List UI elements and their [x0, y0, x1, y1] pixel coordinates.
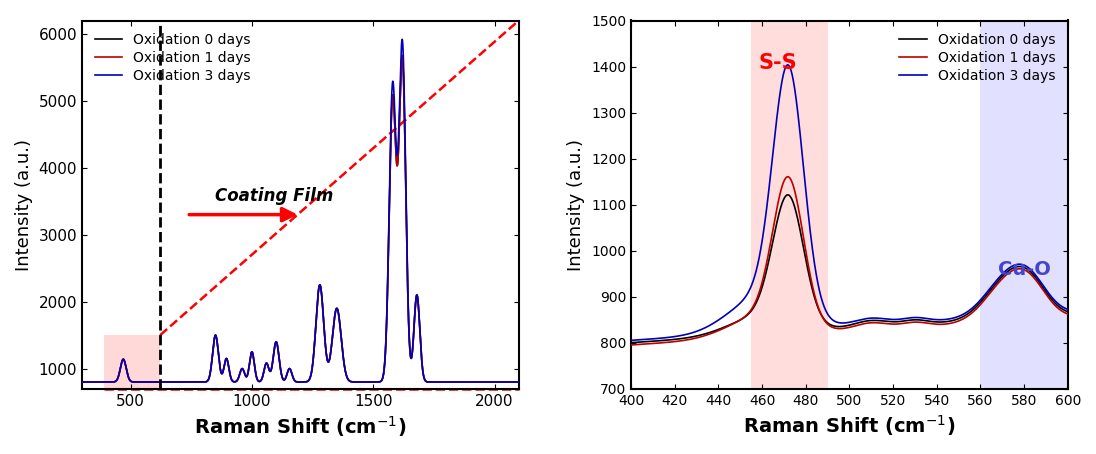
Oxidation 1 days: [242, 365, 255, 370]
Text: Coating Film: Coating Film: [216, 187, 334, 205]
Line: Oxidation 3 days: Oxidation 3 days: [82, 39, 518, 382]
Oxidation 0 days: [155, 379, 168, 385]
X-axis label: Raman Shift (cm$^{-1}$): Raman Shift (cm$^{-1}$): [194, 414, 407, 439]
Oxidation 1 days: [1049, 303, 1062, 308]
Bar: [981, 20, 1068, 389]
Oxidation 1 days: [969, 307, 982, 313]
Oxidation 1 days: [396, 53, 409, 58]
Oxidation 0 days: [338, 360, 351, 365]
Oxidation 3 days: [155, 379, 168, 385]
Oxidation 1 days: [359, 379, 373, 385]
Legend: Oxidation 0 days, Oxidation 1 days, Oxidation 3 days: Oxidation 0 days, Oxidation 1 days, Oxid…: [893, 27, 1061, 89]
Oxidation 3 days: [359, 379, 373, 385]
Oxidation 1 days: [401, 299, 414, 305]
Oxidation 1 days: [512, 379, 525, 385]
Oxidation 0 days: [76, 379, 89, 385]
Y-axis label: Intensity (a.u.): Intensity (a.u.): [15, 138, 33, 271]
Oxidation 0 days: [625, 340, 638, 345]
Oxidation 3 days: [76, 379, 89, 385]
Oxidation 3 days: [338, 360, 351, 365]
Oxidation 0 days: [242, 365, 255, 370]
Oxidation 0 days: [1049, 301, 1062, 306]
Oxidation 3 days: [1049, 298, 1062, 304]
Oxidation 3 days: [401, 295, 414, 301]
Oxidation 0 days: [359, 379, 373, 385]
Oxidation 0 days: [1061, 309, 1074, 314]
Oxidation 3 days: [647, 336, 660, 341]
Oxidation 1 days: [1049, 303, 1062, 308]
Line: Oxidation 1 days: Oxidation 1 days: [82, 55, 518, 382]
Oxidation 0 days: [647, 338, 660, 344]
Oxidation 0 days: [401, 299, 414, 305]
Oxidation 3 days: [1049, 298, 1062, 304]
Oxidation 1 days: [625, 342, 638, 348]
Text: Cu-O: Cu-O: [997, 260, 1051, 278]
Oxidation 0 days: [781, 192, 795, 197]
Oxidation 3 days: [969, 303, 982, 308]
Bar: [751, 20, 827, 389]
Oxidation 1 days: [837, 326, 850, 331]
Oxidation 0 days: [837, 324, 850, 329]
Oxidation 3 days: [242, 365, 255, 370]
Oxidation 1 days: [338, 360, 351, 365]
Oxidation 1 days: [781, 174, 795, 179]
Text: S-S: S-S: [758, 53, 797, 73]
Oxidation 1 days: [825, 325, 838, 330]
Oxidation 0 days: [435, 379, 448, 385]
Line: Oxidation 1 days: Oxidation 1 days: [631, 177, 1068, 345]
Legend: Oxidation 0 days, Oxidation 1 days, Oxidation 3 days: Oxidation 0 days, Oxidation 1 days, Oxid…: [89, 27, 256, 89]
Oxidation 3 days: [825, 317, 838, 322]
Line: Oxidation 0 days: Oxidation 0 days: [631, 195, 1068, 343]
Oxidation 3 days: [435, 379, 448, 385]
Line: Oxidation 0 days: Oxidation 0 days: [82, 55, 518, 382]
Oxidation 1 days: [647, 341, 660, 346]
Bar: [104, 335, 160, 389]
Oxidation 0 days: [825, 323, 838, 328]
Oxidation 0 days: [512, 379, 525, 385]
X-axis label: Raman Shift (cm$^{-1}$): Raman Shift (cm$^{-1}$): [743, 413, 956, 438]
Oxidation 3 days: [625, 338, 638, 343]
Oxidation 3 days: [837, 320, 850, 326]
Y-axis label: Intensity (a.u.): Intensity (a.u.): [568, 138, 585, 271]
Oxidation 0 days: [969, 305, 982, 311]
Oxidation 1 days: [435, 379, 448, 385]
Oxidation 3 days: [512, 379, 525, 385]
Oxidation 3 days: [781, 62, 795, 68]
Oxidation 3 days: [396, 37, 409, 42]
Oxidation 0 days: [396, 53, 409, 58]
Oxidation 3 days: [1061, 306, 1074, 312]
Oxidation 1 days: [76, 379, 89, 385]
Line: Oxidation 3 days: Oxidation 3 days: [631, 65, 1068, 340]
Oxidation 0 days: [1049, 301, 1062, 306]
Oxidation 1 days: [155, 379, 168, 385]
Oxidation 1 days: [1061, 311, 1074, 317]
